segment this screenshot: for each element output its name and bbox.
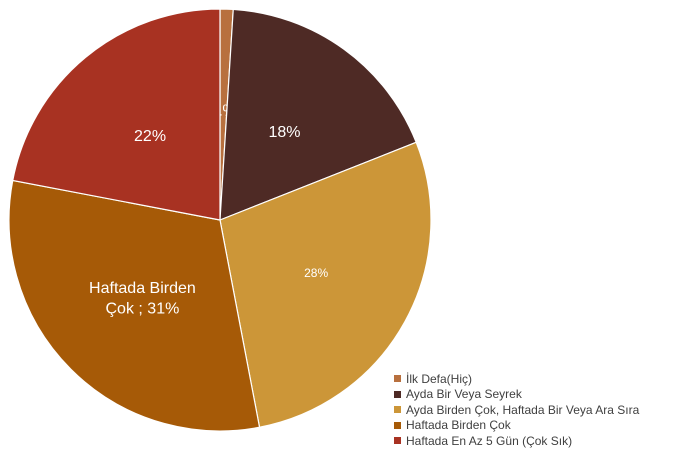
legend-label: Haftada Birden Çok: [406, 418, 511, 433]
legend-label: Ayda Birden Çok, Haftada Bir Veya Ara Sı…: [406, 402, 640, 417]
legend-label: Ayda Bir Veya Seyrek: [406, 387, 522, 402]
legend-swatch: [394, 390, 401, 398]
legend-item: Ayda Bir Veya Seyrek: [394, 387, 639, 403]
pie-slice-2: [219, 8, 417, 221]
legend-swatch: [394, 421, 401, 429]
pie-slice-3: [219, 141, 432, 428]
legend-item: Haftada En Az 5 Gün (Çok Sık): [394, 433, 639, 449]
data-label-4: Haftada Birden Çok ; 31%: [89, 280, 196, 318]
legend-label: Haftada En Az 5 Gün (Çok Sık): [406, 433, 573, 448]
data-label-3: 28%: [304, 266, 328, 280]
data-label-2: 18%: [268, 124, 300, 141]
legend-swatch: [394, 406, 401, 414]
legend-item: İlk Defa(Hiç): [394, 371, 639, 387]
legend-swatch: [394, 375, 401, 383]
data-label-5: 22%: [134, 128, 166, 145]
legend-item: Haftada Birden Çok: [394, 418, 639, 434]
legend-item: Ayda Birden Çok, Haftada Bir Veya Ara Sı…: [394, 402, 639, 418]
chart-legend: İlk Defa(Hiç) Ayda Bir Veya Seyrek Ayda Bi…: [394, 371, 639, 449]
pie-slice-4: [8, 179, 261, 432]
pie-slice-5: [12, 8, 221, 221]
legend-label: İlk Defa(Hiç): [406, 371, 473, 386]
legend-swatch: [394, 437, 401, 445]
